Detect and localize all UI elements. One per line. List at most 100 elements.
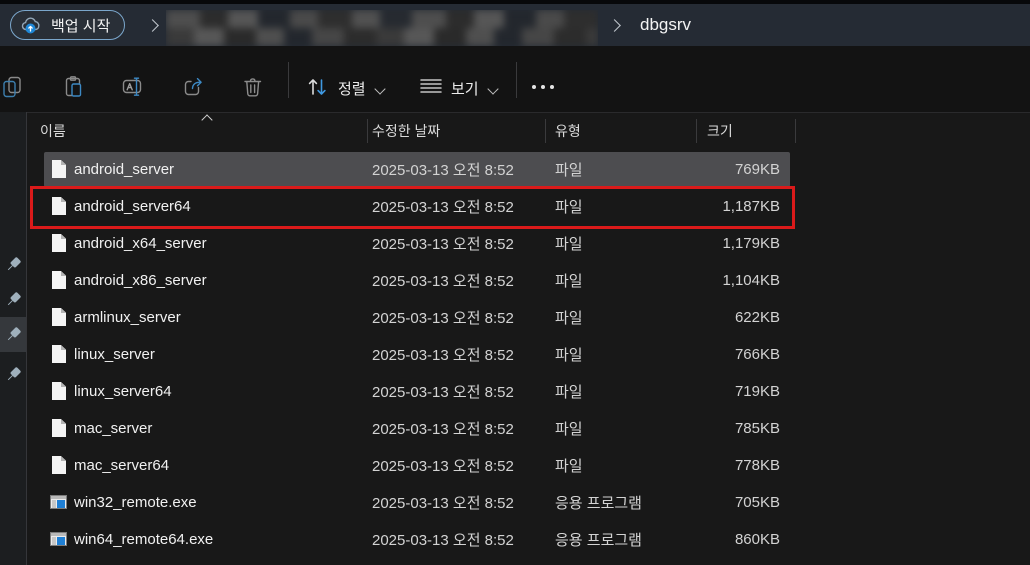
blur-mosaic [166, 10, 598, 46]
file-size: 769KB [734, 161, 780, 178]
file-type: 파일 [555, 347, 583, 364]
command-toolbar: 정렬 보기 [0, 46, 1030, 112]
chevron-right-icon [146, 19, 159, 32]
file-icon [52, 382, 66, 400]
pin-icon [2, 289, 23, 310]
file-date: 2025-03-13 오전 8:52 [372, 199, 514, 216]
column-header-date[interactable]: 수정한 날짜 [372, 122, 441, 139]
table-row[interactable]: mac_server 2025-03-13 오전 8:52 파일 785KB [27, 410, 795, 447]
table-row[interactable]: linux_server 2025-03-13 오전 8:52 파일 766KB [27, 336, 795, 373]
table-row[interactable]: android_server64 2025-03-13 오전 8:52 파일 1,18… [27, 188, 795, 225]
file-size: 766KB [734, 346, 780, 363]
pinned-nav-item[interactable] [0, 282, 26, 317]
file-name: android_x64_server [74, 235, 207, 252]
file-size: 860KB [734, 531, 780, 548]
file-name: mac_server [74, 420, 153, 437]
toolbar-divider [288, 62, 289, 98]
file-name: android_server64 [74, 198, 191, 215]
pinned-nav-item[interactable] [0, 357, 26, 392]
column-divider[interactable] [696, 119, 697, 143]
breadcrumb-current-folder[interactable]: dbgsrv [640, 15, 692, 34]
cloud-backup-icon [21, 17, 43, 34]
column-divider[interactable] [545, 119, 546, 143]
file-name: win64_remote64.exe [74, 531, 214, 548]
pin-icon [2, 324, 23, 345]
chevron-down-icon [374, 83, 386, 95]
table-row[interactable]: android_server 2025-03-13 오전 8:52 파일 769KB [27, 151, 795, 188]
share-icon[interactable] [182, 75, 206, 99]
file-type: 응용 프로그램 [555, 495, 642, 512]
column-divider[interactable] [367, 119, 368, 143]
rename-icon[interactable] [121, 75, 145, 99]
pinned-nav-item[interactable] [0, 317, 26, 352]
sort-ascending-caret [201, 114, 213, 126]
file-size: 1,187KB [722, 198, 780, 215]
copy-icon[interactable] [1, 75, 25, 99]
file-name: android_x86_server [74, 272, 207, 289]
chevron-down-icon [487, 83, 499, 95]
file-size: 778KB [734, 457, 780, 474]
column-header-type[interactable]: 유형 [555, 122, 581, 139]
toolbar-divider [516, 62, 517, 98]
pin-icon [2, 254, 23, 275]
file-type: 파일 [555, 384, 583, 401]
file-size: 1,104KB [722, 272, 780, 289]
view-button[interactable]: 보기 [451, 81, 479, 98]
file-icon [52, 308, 66, 326]
file-type: 파일 [555, 458, 583, 475]
table-row[interactable]: mac_server64 2025-03-13 오전 8:52 파일 778KB [27, 447, 795, 484]
pin-icon [2, 364, 23, 385]
file-icon [52, 197, 66, 215]
file-name: linux_server64 [74, 383, 172, 400]
column-header-size[interactable]: 크기 [707, 122, 733, 139]
application-icon [50, 495, 67, 509]
column-header-name[interactable]: 이름 [40, 122, 66, 139]
redacted-path-segment[interactable] [166, 10, 598, 46]
column-divider[interactable] [795, 119, 796, 143]
file-name: android_server [74, 161, 175, 178]
delete-icon[interactable] [241, 75, 265, 99]
table-row[interactable]: android_x86_server 2025-03-13 오전 8:52 파일 1,… [27, 262, 795, 299]
file-date: 2025-03-13 오전 8:52 [372, 458, 514, 475]
file-list-panel: 이름 수정한 날짜 유형 크기 android_server 2025-03-13… [27, 112, 1030, 565]
file-icon [52, 271, 66, 289]
file-size: 622KB [734, 309, 780, 326]
more-icon[interactable] [532, 85, 554, 89]
file-size: 705KB [734, 494, 780, 511]
sort-button[interactable]: 정렬 [338, 81, 366, 98]
file-date: 2025-03-13 오전 8:52 [372, 421, 514, 438]
file-list: android_server 2025-03-13 오전 8:52 파일 769KB a… [27, 151, 795, 558]
file-icon [52, 160, 66, 178]
file-date: 2025-03-13 오전 8:52 [372, 273, 514, 290]
file-name: win32_remote.exe [74, 494, 197, 511]
file-date: 2025-03-13 오전 8:52 [372, 495, 514, 512]
table-row[interactable]: android_x64_server 2025-03-13 오전 8:52 파일 1,… [27, 225, 795, 262]
start-backup-label: 백업 시작 [51, 17, 111, 35]
table-row[interactable]: win64_remote64.exe 2025-03-13 오전 8:52 응용 프… [27, 521, 795, 558]
file-size: 719KB [734, 383, 780, 400]
file-date: 2025-03-13 오전 8:52 [372, 310, 514, 327]
paste-icon[interactable] [62, 75, 86, 99]
file-size: 1,179KB [722, 235, 780, 252]
file-icon [52, 456, 66, 474]
file-name: armlinux_server [74, 309, 181, 326]
pinned-nav-item[interactable] [0, 247, 26, 282]
file-type: 파일 [555, 310, 583, 327]
table-row[interactable]: armlinux_server 2025-03-13 오전 8:52 파일 622KB [27, 299, 795, 336]
file-type: 파일 [555, 273, 583, 290]
chevron-right-icon [608, 19, 621, 32]
view-lines-icon [420, 78, 444, 102]
file-type: 파일 [555, 236, 583, 253]
start-backup-button[interactable]: 백업 시작 [10, 10, 126, 40]
address-bar: 백업 시작 dbgsrv [0, 4, 1030, 47]
file-type: 파일 [555, 421, 583, 438]
file-icon [52, 234, 66, 252]
application-icon [50, 532, 67, 546]
table-row[interactable]: win32_remote.exe 2025-03-13 오전 8:52 응용 프로그… [27, 484, 795, 521]
table-row[interactable]: linux_server64 2025-03-13 오전 8:52 파일 719KB [27, 373, 795, 410]
navigation-pane-sliver [0, 112, 27, 565]
file-date: 2025-03-13 오전 8:52 [372, 162, 514, 179]
file-icon [52, 419, 66, 437]
file-icon [52, 345, 66, 363]
